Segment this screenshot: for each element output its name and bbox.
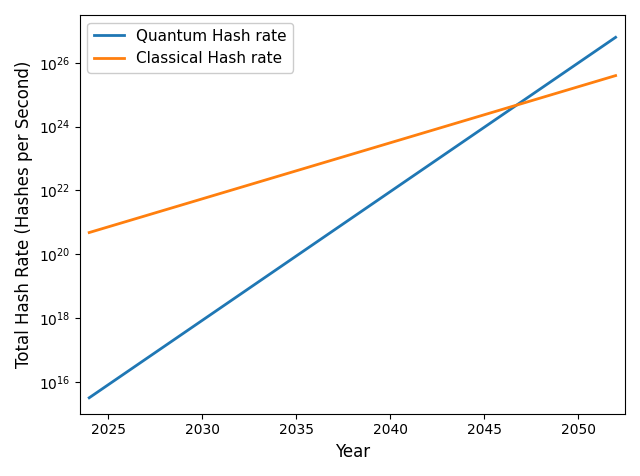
Quantum Hash rate	[399, 180, 406, 186]
X-axis label: Year: Year	[335, 443, 370, 461]
Classical Hash rate	[397, 137, 404, 142]
Line: Classical Hash rate: Classical Hash rate	[89, 76, 616, 233]
Classical Hash rate	[529, 98, 537, 103]
Classical Hash rate	[563, 88, 570, 93]
Quantum Hash rate	[612, 34, 620, 40]
Quantum Hash rate	[563, 68, 570, 74]
Classical Hash rate	[85, 230, 93, 236]
Quantum Hash rate	[397, 181, 404, 187]
Classical Hash rate	[612, 73, 620, 79]
Quantum Hash rate	[408, 174, 415, 180]
Quantum Hash rate	[85, 395, 93, 401]
Quantum Hash rate	[87, 394, 95, 399]
Line: Quantum Hash rate: Quantum Hash rate	[89, 37, 616, 398]
Y-axis label: Total Hash Rate (Hashes per Second): Total Hash Rate (Hashes per Second)	[15, 60, 33, 368]
Quantum Hash rate	[529, 91, 537, 97]
Classical Hash rate	[87, 229, 95, 235]
Classical Hash rate	[408, 134, 415, 139]
Legend: Quantum Hash rate, Classical Hash rate: Quantum Hash rate, Classical Hash rate	[88, 23, 293, 72]
Classical Hash rate	[399, 136, 406, 142]
